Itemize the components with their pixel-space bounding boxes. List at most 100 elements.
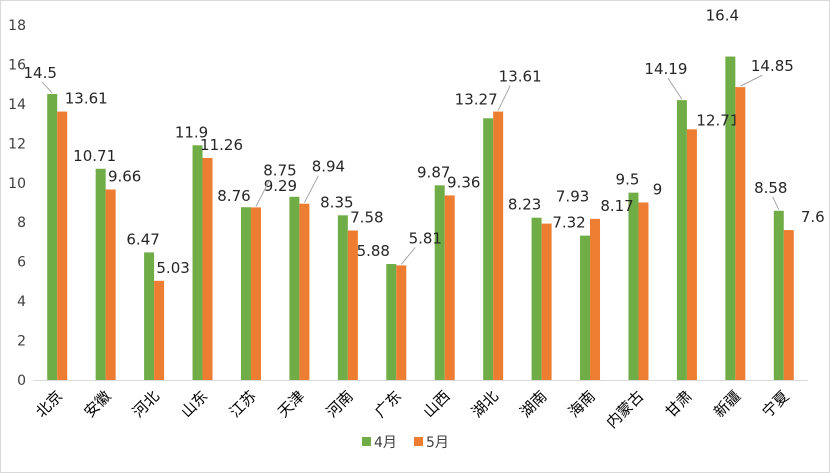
y-tick-label: 12 xyxy=(8,136,26,152)
x-category-label: 广东 xyxy=(371,387,405,421)
bar-apr[interactable] xyxy=(386,264,397,380)
legend-swatch-apr xyxy=(362,437,371,446)
bar-may[interactable] xyxy=(396,265,407,380)
data-label: 9.5 xyxy=(616,171,640,189)
bar-may[interactable] xyxy=(590,218,601,380)
data-label: 8.94 xyxy=(312,158,345,176)
y-tick-label: 14 xyxy=(8,97,26,113)
x-category-label: 海南 xyxy=(565,387,599,421)
y-tick-label: 4 xyxy=(17,294,26,310)
data-label-leader-line xyxy=(41,81,53,94)
legend-swatch-may xyxy=(414,437,423,446)
data-label: 9.66 xyxy=(108,167,141,185)
data-label: 9 xyxy=(653,181,663,199)
data-label: 8.17 xyxy=(600,197,633,215)
bar-may[interactable] xyxy=(444,195,455,380)
x-category-label: 山西 xyxy=(420,387,454,421)
bar-apr[interactable] xyxy=(144,252,155,380)
bar-may[interactable] xyxy=(686,129,697,380)
data-label: 14.85 xyxy=(751,57,794,75)
data-label: 9.87 xyxy=(417,163,450,181)
bar-may[interactable] xyxy=(493,111,504,380)
data-label-leader-line xyxy=(772,196,780,210)
x-category-label: 江苏 xyxy=(226,387,260,421)
bar-may[interactable] xyxy=(299,203,310,380)
y-tick-label: 10 xyxy=(8,176,26,192)
data-label: 8.75 xyxy=(263,161,296,179)
data-label: 12.71 xyxy=(696,111,739,129)
x-category-label: 河北 xyxy=(129,387,163,421)
data-label: 9.36 xyxy=(447,173,480,191)
data-label: 8.35 xyxy=(320,193,353,211)
bar-may[interactable] xyxy=(735,87,746,380)
bar-may[interactable] xyxy=(783,230,794,380)
bar-may[interactable] xyxy=(57,111,68,380)
x-category-label: 甘肃 xyxy=(662,387,696,421)
data-label: 8.58 xyxy=(754,179,787,197)
bar-apr[interactable] xyxy=(95,168,106,380)
x-category-label: 天津 xyxy=(274,387,308,421)
bar-may[interactable] xyxy=(154,280,165,380)
y-tick-label: 8 xyxy=(17,215,26,231)
legend-label-apr[interactable]: 4月 xyxy=(374,435,397,451)
bar-apr[interactable] xyxy=(240,207,251,380)
bar-apr[interactable] xyxy=(773,210,784,380)
data-label: 7.32 xyxy=(552,214,585,232)
data-label: 5.88 xyxy=(357,242,390,260)
data-label: 16.4 xyxy=(706,7,739,25)
y-tick-label: 18 xyxy=(8,18,26,34)
data-label: 7.58 xyxy=(350,209,383,227)
data-label: 13.61 xyxy=(65,90,108,108)
bar-may[interactable] xyxy=(202,157,213,380)
bar-may[interactable] xyxy=(105,189,116,380)
bar-apr[interactable] xyxy=(47,94,58,381)
bar-apr[interactable] xyxy=(337,215,348,380)
data-label: 9.29 xyxy=(264,177,297,195)
bar-may[interactable] xyxy=(347,230,358,380)
data-label-leader-line xyxy=(740,74,763,87)
y-tick-label: 16 xyxy=(8,57,26,73)
y-tick-label: 0 xyxy=(17,373,26,389)
bar-may[interactable] xyxy=(250,207,261,380)
data-label: 13.61 xyxy=(499,68,542,86)
x-category-label: 宁夏 xyxy=(759,387,793,421)
bar-apr[interactable] xyxy=(434,185,445,380)
data-label: 7.93 xyxy=(556,188,589,206)
bar-apr[interactable] xyxy=(531,217,542,380)
data-label: 11.26 xyxy=(200,136,243,154)
data-label-leader-line xyxy=(667,77,683,100)
data-label-leader-line xyxy=(497,85,511,111)
x-category-label: 内蒙古 xyxy=(603,387,648,432)
bar-may[interactable] xyxy=(638,202,649,381)
bar-apr[interactable] xyxy=(483,118,494,381)
x-category-label: 河南 xyxy=(323,387,357,421)
bar-apr[interactable] xyxy=(580,235,591,380)
y-tick-label: 2 xyxy=(17,334,26,350)
x-category-label: 山东 xyxy=(177,387,211,421)
data-label: 14.5 xyxy=(24,64,57,82)
x-category-label: 新疆 xyxy=(710,387,744,421)
bar-apr[interactable] xyxy=(289,196,300,380)
data-label: 6.47 xyxy=(126,230,159,248)
data-label-leader-line xyxy=(400,247,416,265)
bar-apr[interactable] xyxy=(628,192,639,380)
bar-apr[interactable] xyxy=(725,56,736,381)
data-label: 11.9 xyxy=(175,123,208,141)
x-category-label: 北京 xyxy=(32,387,66,421)
data-label: 8.23 xyxy=(508,196,541,214)
data-label-leader-line xyxy=(303,175,319,203)
data-label: 14.19 xyxy=(644,60,687,78)
x-category-label: 安徽 xyxy=(81,387,115,421)
bar-may[interactable] xyxy=(541,223,552,380)
bar-apr[interactable] xyxy=(192,145,203,380)
data-label: 7.6 xyxy=(801,208,825,226)
x-category-label: 湖南 xyxy=(516,387,550,421)
data-label: 13.27 xyxy=(455,90,498,108)
bar-apr[interactable] xyxy=(676,100,687,381)
data-label: 10.71 xyxy=(73,147,116,165)
data-label: 5.03 xyxy=(156,259,189,277)
y-tick-label: 6 xyxy=(17,255,26,271)
data-label: 5.81 xyxy=(409,229,442,247)
legend-label-may[interactable]: 5月 xyxy=(426,435,449,451)
